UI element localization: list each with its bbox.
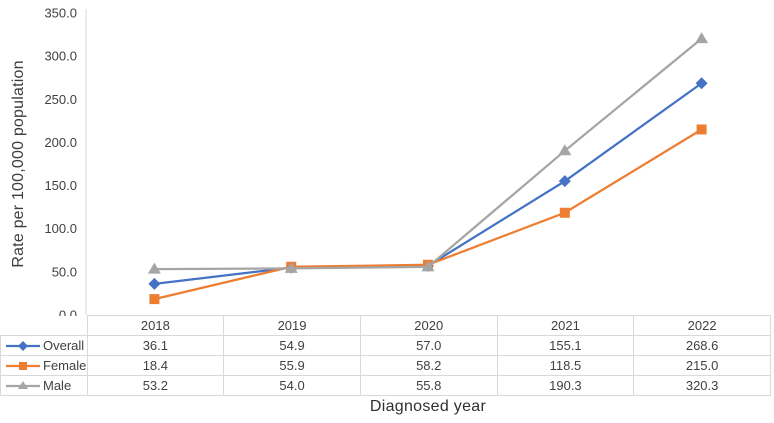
legend-key-overall: Overall — [0, 335, 88, 356]
square-marker — [149, 294, 160, 305]
y-axis-title: Rate per 100,000 population — [10, 60, 27, 268]
y-tick-label: 150.0 — [44, 178, 77, 193]
triangle-marker — [558, 144, 572, 156]
triangle-marker — [695, 32, 709, 44]
value-cell: 55.9 — [223, 355, 361, 376]
legend-line-sample — [6, 380, 40, 389]
legend-key-female: Female — [0, 355, 88, 376]
value-cell: 36.1 — [86, 335, 225, 356]
table-row-male: Male 53.2 54.0 55.8 190.3 320.3 — [0, 375, 771, 396]
table-header-row: 2018 2019 2020 2021 2022 — [1, 315, 771, 336]
chart-plot-area: 0.0 50.0 100.0 150.0 200.0 250.0 300.0 350.0 — [44, 6, 709, 317]
y-tick-label: 0.0 — [59, 308, 77, 317]
value-cell: 55.8 — [359, 375, 498, 396]
legend-label: Male — [43, 378, 72, 393]
square-marker — [559, 207, 570, 218]
y-tick-label: 100.0 — [44, 221, 77, 236]
diamond-marker — [558, 175, 571, 188]
value-cell: 155.1 — [496, 335, 635, 356]
value-cell: 320.3 — [633, 375, 771, 396]
y-tick-label: 250.0 — [44, 92, 77, 107]
y-tick-label: 50.0 — [52, 264, 77, 279]
table-row-overall: Overall 36.1 54.9 57.0 155.1 268.6 — [0, 335, 771, 356]
value-cell: 54.0 — [223, 375, 361, 396]
diamond-marker — [148, 277, 161, 290]
value-cell: 268.6 — [633, 335, 771, 356]
diamond-marker — [695, 77, 708, 90]
value-cell: 18.4 — [86, 355, 225, 376]
triangle-marker — [284, 261, 298, 273]
legend-line-sample — [6, 361, 40, 370]
x-axis-title: Diagnosed year — [369, 398, 487, 415]
value-cell: 57.0 — [359, 335, 498, 356]
square-marker — [19, 361, 27, 370]
value-cell: 118.5 — [496, 355, 635, 376]
diamond-marker — [18, 340, 28, 351]
triangle-marker — [421, 260, 435, 272]
value-cell: 190.3 — [496, 375, 635, 396]
year-header-cell: 2019 — [223, 315, 361, 336]
year-header-cell: 2021 — [496, 315, 635, 336]
legend-label: Overall — [43, 338, 85, 353]
value-cell: 58.2 — [359, 355, 498, 376]
legend-label: Female — [43, 358, 87, 373]
y-tick-label: 350.0 — [44, 6, 77, 21]
triangle-marker — [18, 380, 28, 389]
legend-key-male: Male — [0, 375, 88, 396]
y-tick-label: 200.0 — [44, 135, 77, 150]
triangle-marker — [147, 262, 161, 274]
value-cell: 215.0 — [633, 355, 771, 376]
value-cell: 53.2 — [86, 375, 225, 396]
square-marker — [696, 124, 707, 135]
table-row-female: Female 18.4 55.9 58.2 118.5 215.0 — [0, 355, 771, 376]
value-cell: 54.9 — [223, 335, 361, 356]
legend-line-sample — [6, 340, 40, 351]
year-header-cell: 2022 — [633, 315, 771, 336]
series-line-male — [154, 37, 703, 271]
year-header-cell: 2020 — [359, 315, 498, 336]
data-table: 2018 2019 2020 2021 2022 Overall 36.1 54.9 57.0 1… — [0, 315, 771, 396]
y-tick-label: 300.0 — [44, 49, 77, 64]
series-line-overall — [154, 82, 703, 285]
table-corner-cell — [1, 316, 88, 336]
year-header-cell: 2018 — [86, 315, 225, 336]
